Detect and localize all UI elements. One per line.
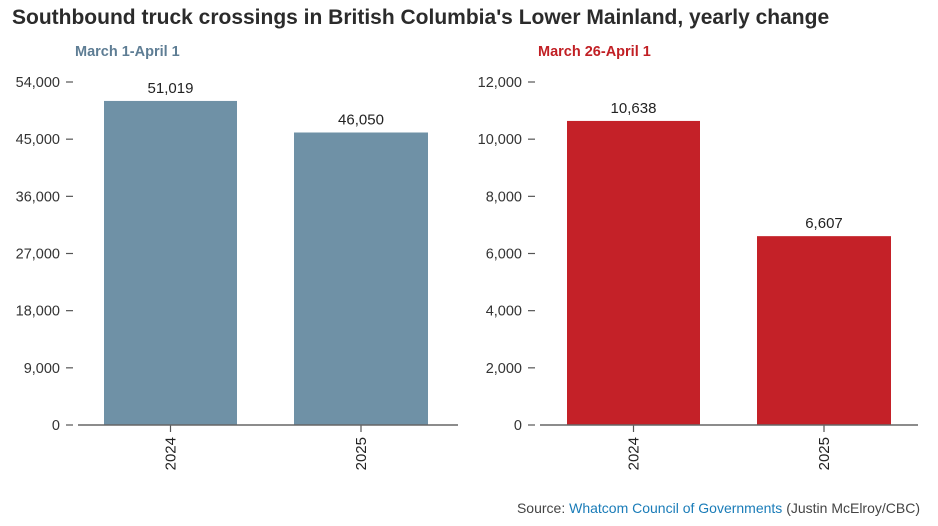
- y-tick-label: 36,000: [16, 189, 60, 205]
- source-prefix: Source:: [516, 500, 570, 516]
- chart-title: Southbound truck crossings in British Co…: [12, 6, 830, 29]
- y-tick-label: 27,000: [16, 247, 60, 263]
- y-tick-label: 45,000: [16, 132, 60, 148]
- bar-value-label: 10,638: [611, 100, 657, 117]
- bar-value-label: 6,607: [805, 215, 843, 232]
- source-link[interactable]: Whatcom Council of Governments: [569, 500, 783, 516]
- source-suffix: (Justin McElroy/CBC): [782, 500, 920, 516]
- y-tick-label: 0: [514, 418, 522, 434]
- x-tick-label: 2025: [353, 437, 370, 470]
- y-tick-label: 10,000: [478, 132, 522, 148]
- y-tick-label: 18,000: [16, 304, 60, 320]
- left-panel-subtitle: March 1-April 1: [75, 44, 180, 60]
- y-tick-label: 2,000: [486, 361, 522, 377]
- x-tick-label: 2025: [816, 437, 833, 470]
- y-tick-label: 9,000: [24, 361, 60, 377]
- left-bar-chart: 0 9,000 18,000 27,000 36,000 45,000 54,000 51,0…: [16, 75, 458, 470]
- y-tick-label: 12,000: [478, 75, 522, 91]
- y-tick-label: 4,000: [486, 304, 522, 320]
- right-bar-chart: 0 2,000 4,000 6,000 8,000 10,000 12,000 10,638 2…: [478, 75, 918, 470]
- x-tick-label: 2024: [163, 437, 180, 470]
- y-tick-label: 54,000: [16, 75, 60, 91]
- y-tick-label: 8,000: [486, 189, 522, 205]
- y-tick-label: 0: [52, 418, 60, 434]
- bar-value-label: 51,019: [148, 80, 194, 97]
- bar-2025: [294, 132, 428, 425]
- bar-2024: [104, 100, 237, 425]
- right-panel-subtitle: March 26-April 1: [538, 44, 651, 60]
- bar-2024: [567, 120, 700, 426]
- y-tick-label: 6,000: [486, 247, 522, 263]
- source-credit: Source: Whatcom Council of Governments (…: [517, 500, 920, 516]
- x-tick-label: 2024: [626, 437, 643, 470]
- bar-value-label: 46,050: [338, 111, 384, 128]
- bar-2025: [757, 236, 891, 425]
